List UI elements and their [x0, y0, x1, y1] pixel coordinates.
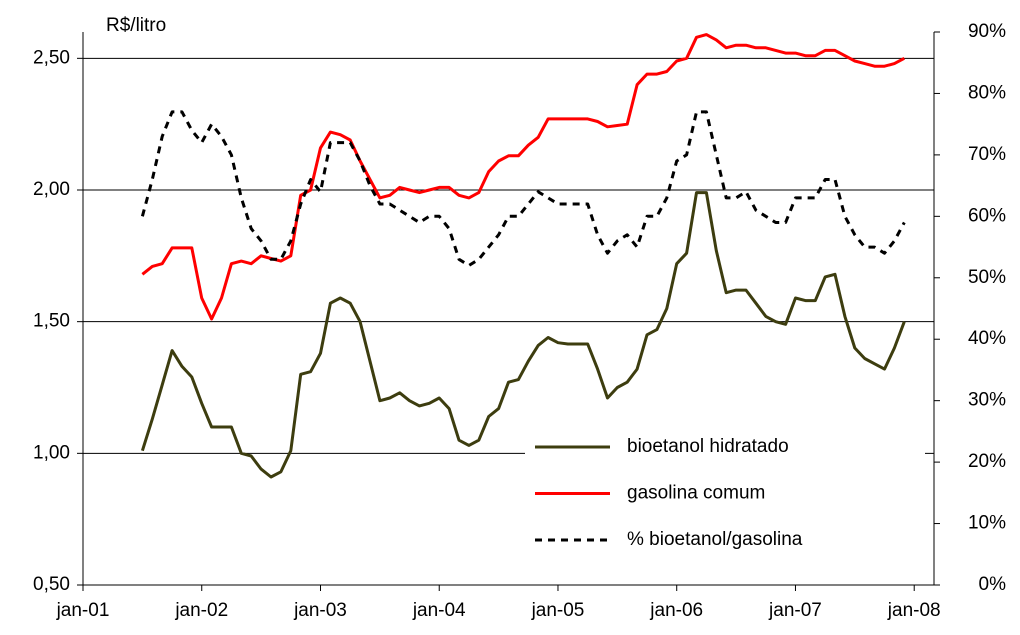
- legend-label: gasolina comum: [627, 483, 765, 504]
- y2-tick-label: 30%: [968, 390, 1006, 411]
- x-tick-label: jan-01: [56, 600, 110, 621]
- y-tick-label: 2,00: [33, 179, 70, 200]
- y-tick-label: 1,50: [33, 311, 70, 332]
- y2-tick-label: 60%: [968, 205, 1006, 226]
- series-line: [141, 33, 906, 321]
- legend-label: bioetanol hidratado: [627, 436, 789, 457]
- y2-tick-label: 50%: [968, 267, 1006, 288]
- series-line: [140, 110, 906, 267]
- y2-tick-label: 80%: [968, 82, 1006, 103]
- series-line: [140, 191, 906, 479]
- y2-tick-label: 10%: [968, 513, 1006, 534]
- y-axis-label: R$/litro: [106, 15, 166, 36]
- y2-tick-label: 0%: [979, 574, 1007, 595]
- x-tick-label: jan-06: [649, 600, 703, 621]
- x-tick-label: jan-02: [174, 600, 228, 621]
- y2-tick-label: 40%: [968, 328, 1006, 349]
- x-tick-label: jan-03: [293, 600, 347, 621]
- y-tick-label: 1,00: [33, 442, 70, 463]
- y2-tick-label: 70%: [968, 144, 1006, 165]
- x-tick-label: jan-08: [887, 600, 941, 621]
- y-tick-label: 2,50: [33, 47, 70, 68]
- x-tick-label: jan-07: [768, 600, 822, 621]
- x-tick-label: jan-04: [412, 600, 466, 621]
- x-tick-label: jan-05: [531, 600, 585, 621]
- y2-tick-label: 20%: [968, 451, 1006, 472]
- legend-label: % bioetanol/gasolina: [627, 529, 803, 550]
- y-tick-label: 0,50: [33, 574, 70, 595]
- y2-tick-label: 90%: [968, 21, 1006, 42]
